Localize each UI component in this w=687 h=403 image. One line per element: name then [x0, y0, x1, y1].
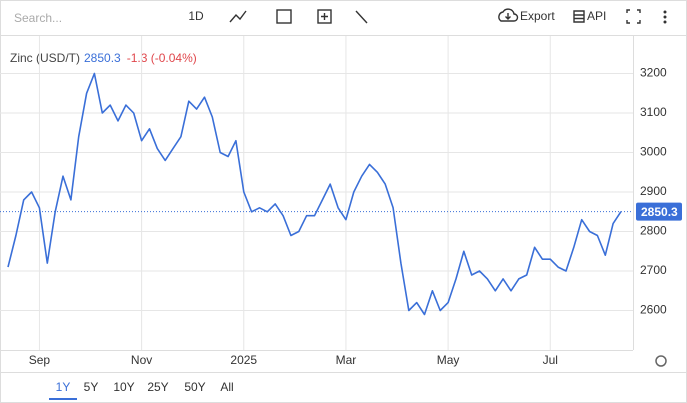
menu-icon[interactable] [663, 10, 667, 24]
price-line [7, 72, 622, 316]
x-tick-label: Nov [131, 353, 152, 367]
export-button[interactable]: Export [520, 9, 555, 23]
range-button[interactable]: 10Y [113, 380, 134, 394]
last-price-tag [636, 202, 682, 221]
chart-title: Zinc (USD/T) [10, 51, 80, 65]
y-tick-label: 2900 [640, 184, 667, 198]
x-tick-label: Mar [336, 353, 357, 367]
range-button[interactable]: All [220, 380, 233, 394]
search-box[interactable] [6, 6, 156, 30]
plot [0, 36, 633, 350]
y-tick-label: 2700 [640, 263, 667, 277]
y-tick-label: 2800 [640, 224, 667, 238]
add-icon[interactable] [317, 9, 332, 24]
x-tick-label: 2025 [230, 353, 257, 367]
y-tick-label: 2600 [640, 303, 667, 317]
api-button[interactable]: API [587, 9, 606, 23]
range-button[interactable]: 1Y [56, 380, 71, 394]
api-icon[interactable] [573, 10, 585, 23]
y-tick-label: 3200 [640, 66, 667, 80]
export-icon[interactable] [498, 8, 519, 22]
range-button[interactable]: 50Y [184, 380, 205, 394]
calendar-icon[interactable] [276, 9, 292, 24]
last-price-label: 2850.3 [641, 205, 678, 219]
fullscreen-icon[interactable] [626, 9, 641, 24]
interval-button[interactable]: 1D [188, 9, 204, 23]
last-price: 2850.3 [84, 51, 121, 65]
search-placeholder[interactable]: Search... [14, 11, 62, 25]
x-tick-label: Sep [29, 353, 51, 367]
range-button[interactable]: 25Y [147, 380, 168, 394]
y-tick-label: 3000 [640, 145, 667, 159]
range-button[interactable]: 5Y [84, 380, 99, 394]
add-icon-plus [321, 13, 328, 20]
price-change: -1.3 (-0.04%) [127, 51, 197, 65]
x-tick-label: May [437, 353, 460, 367]
settings-icon[interactable] [655, 355, 667, 367]
x-tick-label: Jul [543, 353, 558, 367]
y-tick-label: 3100 [640, 105, 667, 119]
tools-icon[interactable] [355, 10, 368, 24]
line-type-icon[interactable] [229, 10, 247, 23]
